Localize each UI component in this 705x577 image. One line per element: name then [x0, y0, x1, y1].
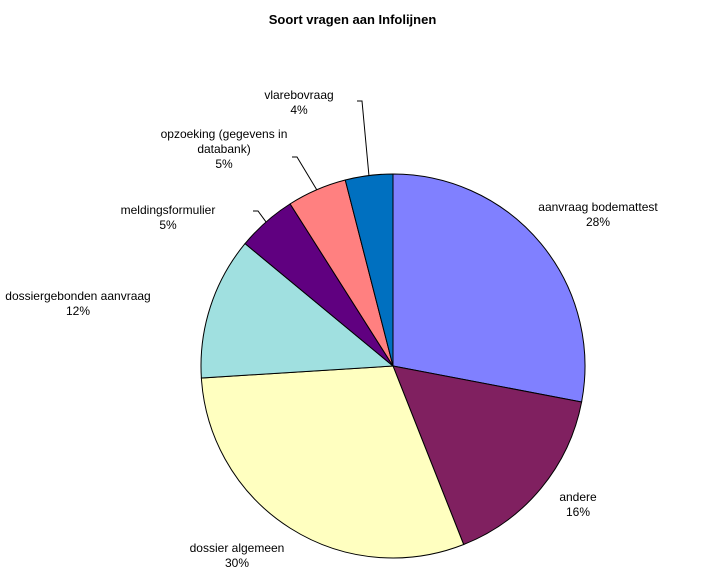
- pie-slice: [392, 173, 586, 403]
- value-label: 4%: [290, 103, 308, 117]
- category-label: meldingsformulier: [120, 203, 216, 217]
- slice-label: andere 16%: [518, 490, 638, 520]
- category-label: dossiergebonden aanvraag: [5, 289, 151, 303]
- value-label: 28%: [585, 215, 611, 229]
- slice-label: dossiergebonden aanvraag 12%: [0, 289, 158, 319]
- value-label: 16%: [565, 505, 591, 519]
- leader-line: [357, 100, 370, 176]
- slice-label: opzoeking (gegevens in databank) 5%: [154, 127, 294, 172]
- value-label: 30%: [224, 556, 250, 570]
- leader-line: [253, 210, 267, 223]
- category-label: vlarebovraag: [264, 88, 334, 102]
- category-label: aanvraag bodemattest: [538, 200, 658, 214]
- category-label: dossier algemeen: [189, 541, 285, 555]
- value-label: 12%: [65, 304, 91, 318]
- category-label: andere: [559, 490, 597, 504]
- chart-title: Soort vragen aan Infolijnen: [268, 12, 437, 27]
- slice-label: meldingsformulier 5%: [103, 203, 233, 233]
- value-label: 5%: [159, 218, 177, 232]
- pie-slice: [200, 242, 395, 379]
- slice-label: vlarebovraag 4%: [239, 88, 359, 118]
- pie-slice: [344, 173, 394, 367]
- value-label: 5%: [215, 157, 233, 171]
- category-label: opzoeking (gegevens in databank): [160, 127, 288, 156]
- slice-label: dossier algemeen 30%: [162, 541, 312, 571]
- pie-slice: [200, 365, 465, 559]
- leader-line: [292, 156, 318, 191]
- slice-label: aanvraag bodemattest 28%: [518, 200, 678, 230]
- pie-slice: [392, 365, 583, 546]
